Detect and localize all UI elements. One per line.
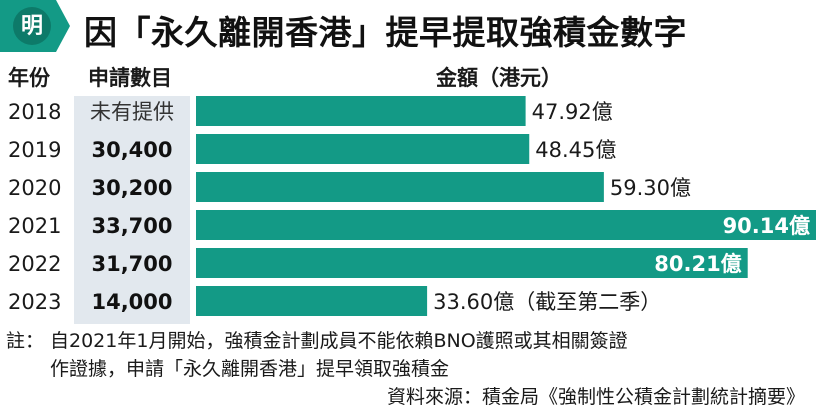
bar bbox=[196, 134, 530, 164]
application-count: 33,700 bbox=[91, 214, 172, 238]
bar bbox=[196, 248, 748, 278]
application-count: 30,200 bbox=[91, 176, 172, 200]
value-label: 48.45億 bbox=[535, 138, 616, 162]
bar bbox=[196, 286, 428, 316]
year-label: 2023 bbox=[8, 290, 61, 314]
year-label: 2020 bbox=[8, 176, 61, 200]
header-year: 年份 bbox=[8, 66, 50, 90]
value-label: 59.30億 bbox=[610, 176, 691, 200]
notes: 註： 自2021年1月開始，強積金計劃成員不能依賴BNO護照或其相關簽證 作證據… bbox=[0, 326, 817, 410]
page-title: 因「永久離開香港」提早提取強積金數字 bbox=[84, 13, 687, 52]
application-count: 未有提供 bbox=[90, 100, 174, 124]
bar bbox=[196, 96, 526, 126]
header-count: 申請數目 bbox=[88, 66, 172, 90]
note-line-2: 作證據，申請「永久離開香港」提早領取強積金 bbox=[50, 358, 450, 380]
value-label: 47.92億 bbox=[532, 100, 613, 124]
application-count: 30,400 bbox=[91, 138, 172, 162]
source-note: 資料來源：積金局《強制性公積金計劃統計摘要》 bbox=[386, 386, 805, 408]
bar bbox=[196, 210, 816, 240]
year-label: 2022 bbox=[8, 252, 61, 276]
title-bar: 明 因「永久離開香港」提早提取強積金數字 bbox=[0, 0, 817, 52]
year-label: 2021 bbox=[8, 214, 61, 238]
brand-logo: 明 bbox=[20, 13, 43, 39]
header-amount: 金額（港元） bbox=[436, 66, 562, 90]
year-label: 2018 bbox=[8, 100, 61, 124]
application-count: 31,700 bbox=[91, 252, 172, 276]
value-label: 80.21億 bbox=[654, 252, 741, 276]
bar-chart: 2018 未有提供 47.92億 2019 30,400 48.45億 2020 30,200… bbox=[8, 96, 816, 316]
application-count: 14,000 bbox=[91, 290, 172, 314]
year-label: 2019 bbox=[8, 138, 61, 162]
logo-background bbox=[0, 0, 70, 52]
note-prefix: 註： bbox=[6, 330, 45, 352]
count-column-background bbox=[74, 96, 190, 324]
value-label: 90.14億 bbox=[723, 214, 810, 238]
value-label: 33.60億（截至第二季） bbox=[433, 290, 661, 314]
bar bbox=[196, 172, 604, 202]
note-line-1: 自2021年1月開始，強積金計劃成員不能依賴BNO護照或其相關簽證 bbox=[50, 330, 628, 352]
